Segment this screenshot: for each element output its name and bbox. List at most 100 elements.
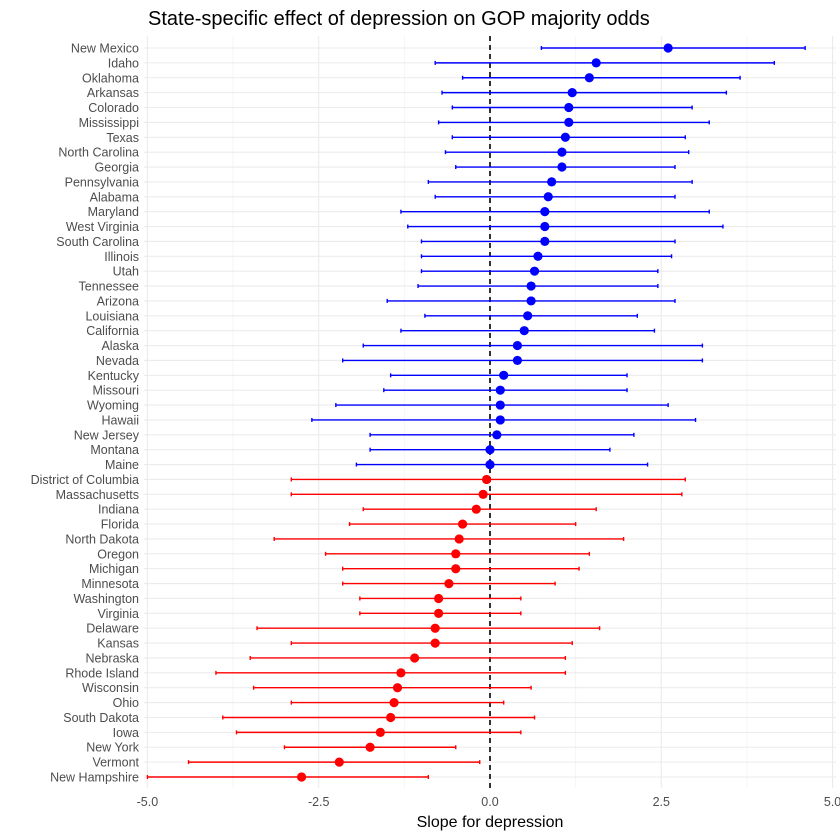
estimate-point <box>567 88 577 98</box>
estimate-point <box>526 296 536 306</box>
estimate-point <box>533 251 543 261</box>
estimate-point <box>557 147 567 157</box>
y-tick-label: Hawaii <box>101 413 139 427</box>
y-tick-label: North Carolina <box>58 146 139 160</box>
estimate-point <box>540 221 550 232</box>
y-tick-label: Illinois <box>104 250 139 264</box>
estimate-point <box>454 534 464 544</box>
estimate-point <box>663 43 673 53</box>
y-tick-label: Virginia <box>98 607 140 621</box>
y-tick-label: Arkansas <box>87 86 139 100</box>
y-tick-label: New Jersey <box>74 428 140 442</box>
data-marks <box>146 43 806 782</box>
estimate-point <box>512 340 523 351</box>
y-tick-label: Massachusetts <box>56 488 139 502</box>
estimate-point <box>547 177 557 187</box>
y-tick-label: South Carolina <box>56 235 139 249</box>
x-axis-label: Slope for depression <box>417 814 564 831</box>
y-tick-label: Missouri <box>92 384 139 398</box>
estimate-point <box>430 638 440 648</box>
y-tick-label: Michigan <box>89 562 139 576</box>
y-tick-label: Oklahoma <box>82 71 139 85</box>
estimate-point <box>410 653 420 663</box>
x-tick-label: -5.0 <box>137 795 159 809</box>
y-tick-label: Idaho <box>108 56 139 70</box>
estimate-point <box>495 400 505 410</box>
estimate-point <box>560 132 570 142</box>
y-tick-label: Tennessee <box>79 280 140 294</box>
estimate-point <box>584 73 594 83</box>
y-tick-label: Nevada <box>96 354 139 368</box>
y-tick-label: District of Columbia <box>31 473 139 487</box>
y-tick-label: Pennsylvania <box>65 175 139 189</box>
y-tick-label: Kansas <box>97 637 139 651</box>
estimate-point <box>485 459 495 470</box>
estimate-point <box>430 623 440 633</box>
estimate-point <box>564 117 574 127</box>
y-tick-label: New Hampshire <box>50 771 139 785</box>
y-tick-label: Colorado <box>88 101 139 115</box>
y-tick-label: Louisiana <box>85 309 139 323</box>
x-tick-label: 0.0 <box>481 795 498 809</box>
y-tick-label: Utah <box>113 265 139 279</box>
estimate-point <box>334 757 344 767</box>
y-tick-label: Nebraska <box>86 651 140 665</box>
y-tick-label: New York <box>86 741 140 755</box>
y-tick-label: Wyoming <box>87 399 139 413</box>
x-tick-label: 2.5 <box>653 795 670 809</box>
estimate-point <box>457 519 468 529</box>
estimate-point <box>543 192 553 202</box>
y-tick-label: Oregon <box>97 547 139 561</box>
estimate-point <box>495 385 505 395</box>
estimate-point <box>396 668 406 678</box>
y-tick-label: Maryland <box>88 205 139 219</box>
y-tick-label: Mississippi <box>79 116 139 130</box>
estimate-point <box>540 236 550 247</box>
y-tick-label: Wisconsin <box>82 681 139 695</box>
y-tick-label: North Dakota <box>65 532 139 546</box>
y-tick-label: Maine <box>105 458 139 472</box>
y-tick-label: Alabama <box>90 190 139 204</box>
chart-title: State-specific effect of depression on G… <box>148 8 650 30</box>
y-tick-label: West Virginia <box>66 220 139 234</box>
estimate-point <box>451 549 461 559</box>
estimate-point <box>529 266 540 276</box>
x-tick-label: -2.5 <box>308 795 330 809</box>
y-tick-label: Montana <box>90 443 139 457</box>
estimate-point <box>499 370 509 380</box>
y-tick-label: Texas <box>106 131 139 145</box>
estimate-point <box>434 593 444 604</box>
y-tick-label: Georgia <box>95 161 140 175</box>
estimate-point <box>389 698 399 708</box>
estimate-point <box>495 415 505 425</box>
y-tick-label: Delaware <box>86 622 139 636</box>
y-tick-label: Kentucky <box>88 369 140 383</box>
estimate-point <box>451 564 461 574</box>
estimate-point <box>526 281 536 291</box>
estimate-point <box>523 311 533 321</box>
estimate-point <box>444 578 454 589</box>
y-tick-label: Vermont <box>92 756 139 770</box>
estimate-point <box>481 474 492 485</box>
y-tick-label: Washington <box>73 592 139 606</box>
y-tick-label: Florida <box>101 518 139 532</box>
estimate-point <box>296 772 307 782</box>
y-tick-label: Arizona <box>97 294 139 308</box>
estimate-point <box>485 445 495 455</box>
y-tick-label: South Dakota <box>63 711 139 725</box>
y-tick-labels: New MexicoIdahoOklahomaArkansasColoradoM… <box>31 42 140 785</box>
estimate-point <box>492 430 502 440</box>
estimate-point <box>557 162 567 172</box>
estimate-point <box>564 102 574 113</box>
estimate-point <box>375 727 385 737</box>
estimate-point <box>591 58 601 68</box>
y-tick-label: Iowa <box>113 726 139 740</box>
x-tick-labels: -5.0 -2.5 0.0 2.5 5.0 <box>137 795 840 809</box>
y-tick-label: New Mexico <box>71 42 139 56</box>
x-tick-label: 5.0 <box>824 795 840 809</box>
y-tick-label: Ohio <box>113 696 139 710</box>
estimate-point <box>478 489 488 499</box>
y-tick-label: California <box>86 324 139 338</box>
